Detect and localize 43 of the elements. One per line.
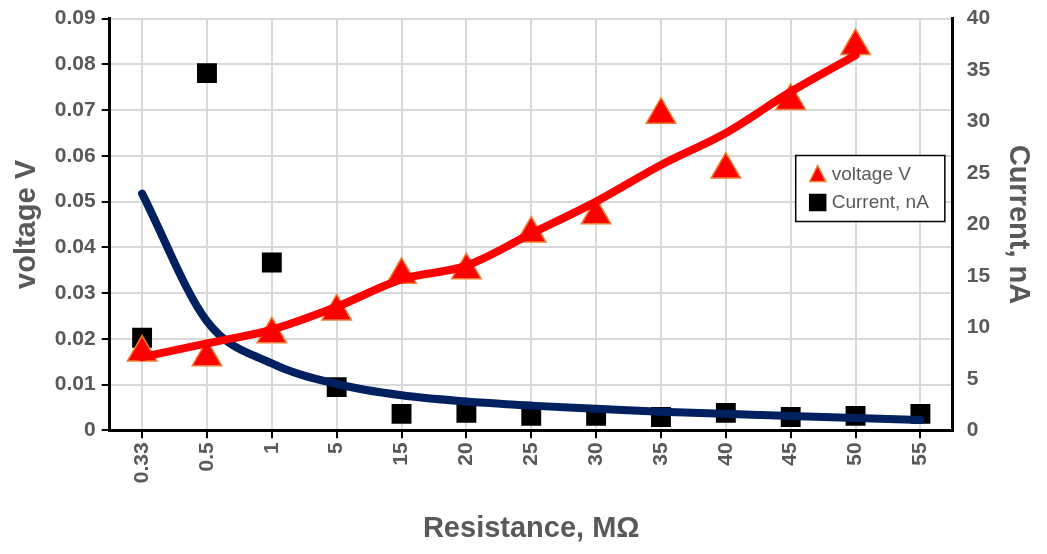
y2-axis-title: Current, nA <box>1003 144 1036 305</box>
x-tick-label: 15 <box>388 442 412 466</box>
x-tick-label: 35 <box>647 442 671 466</box>
y-tick-label: 0.06 <box>54 142 96 166</box>
y-tick-label: 0.03 <box>54 279 96 303</box>
y-tick-label: 0.07 <box>54 96 96 120</box>
x-tick-label: 30 <box>582 442 606 466</box>
y-tick-label: 0.09 <box>54 5 96 29</box>
legend-label: Current, nA <box>831 190 930 212</box>
x-tick-label: 40 <box>712 442 736 466</box>
y2-tick-label: 35 <box>966 56 991 80</box>
x-tick-label: 5 <box>323 442 347 455</box>
x-tick-label: 45 <box>777 442 801 466</box>
point <box>645 96 677 124</box>
y2-tick-label: 20 <box>966 211 991 235</box>
point <box>261 252 282 273</box>
y2-tick-label: 10 <box>966 314 991 338</box>
y-tick-label: 0.02 <box>54 325 96 349</box>
x-axis-title: Resistance, MΩ <box>422 510 640 543</box>
y-axis-title: voltage V <box>9 159 42 289</box>
y2-tick-label: 25 <box>966 159 991 183</box>
y2-tick-label: 0 <box>966 417 979 441</box>
x-tick-label: 20 <box>453 442 477 466</box>
y2-tick-label: 15 <box>966 262 991 286</box>
x-tick-label: 50 <box>842 442 866 466</box>
y-tick-label: 0.01 <box>54 371 96 395</box>
point <box>840 28 872 56</box>
y-tick-label: 0 <box>83 417 96 441</box>
x-tick-label: 25 <box>518 442 542 466</box>
x-tick-label: 1 <box>258 442 282 455</box>
x-tick-label: 0.5 <box>193 442 217 472</box>
point <box>197 63 217 84</box>
point <box>710 151 742 179</box>
y-tick-label: 0.04 <box>54 234 96 258</box>
y-tick-label: 0.08 <box>54 51 96 75</box>
y-tick-label: 0.05 <box>54 188 96 212</box>
x-tick-label: 55 <box>907 442 931 466</box>
point <box>391 403 412 424</box>
y2-tick-label: 30 <box>966 108 991 132</box>
legend-label: voltage V <box>831 162 912 184</box>
x-tick-label: 0.33 <box>128 442 152 484</box>
y2-tick-label: 40 <box>966 5 991 29</box>
y2-tick-label: 5 <box>966 365 979 389</box>
